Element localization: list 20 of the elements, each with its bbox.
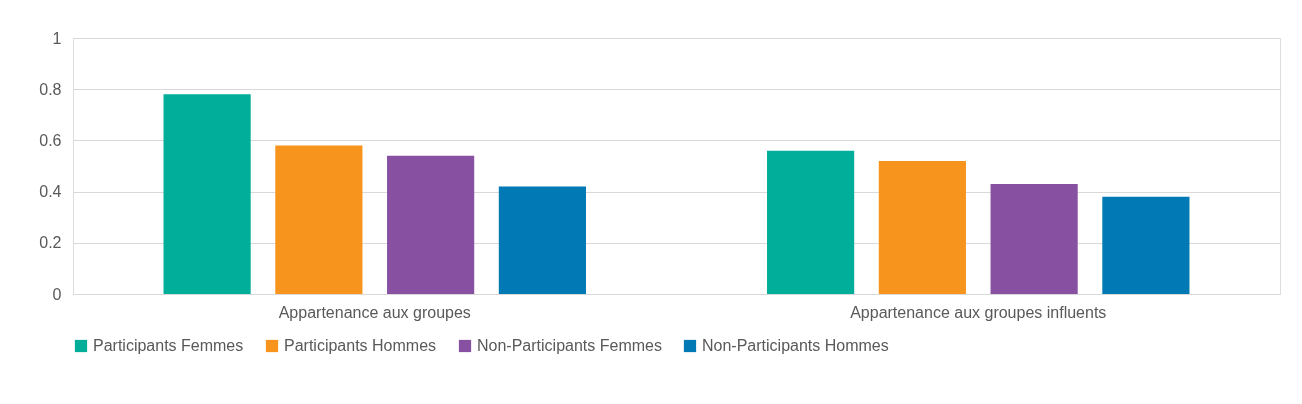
bar <box>498 186 586 294</box>
bar <box>1102 196 1190 294</box>
legend-label: Non-Participants Hommes <box>702 337 889 354</box>
bar <box>275 145 363 294</box>
legend-label: Participants Femmes <box>93 337 244 354</box>
bar <box>990 183 1078 294</box>
bar <box>767 150 855 294</box>
legend-label: Participants Hommes <box>284 337 437 354</box>
x-tick-label: Appartenance aux groupes <box>278 303 471 321</box>
bar <box>878 160 966 294</box>
y-tick-label: 0.6 <box>39 131 62 149</box>
y-tick-label: 0.2 <box>39 234 62 252</box>
bar <box>387 155 475 294</box>
x-tick-label: Appartenance aux groupes influents <box>850 303 1107 321</box>
y-tick-label: 0.4 <box>39 183 62 201</box>
y-tick-label: 1 <box>52 29 62 47</box>
bar <box>163 94 251 294</box>
y-tick-label: 0.8 <box>39 80 62 98</box>
y-tick-label: 0 <box>52 285 62 303</box>
legend-label: Non-Participants Femmes <box>477 337 662 354</box>
